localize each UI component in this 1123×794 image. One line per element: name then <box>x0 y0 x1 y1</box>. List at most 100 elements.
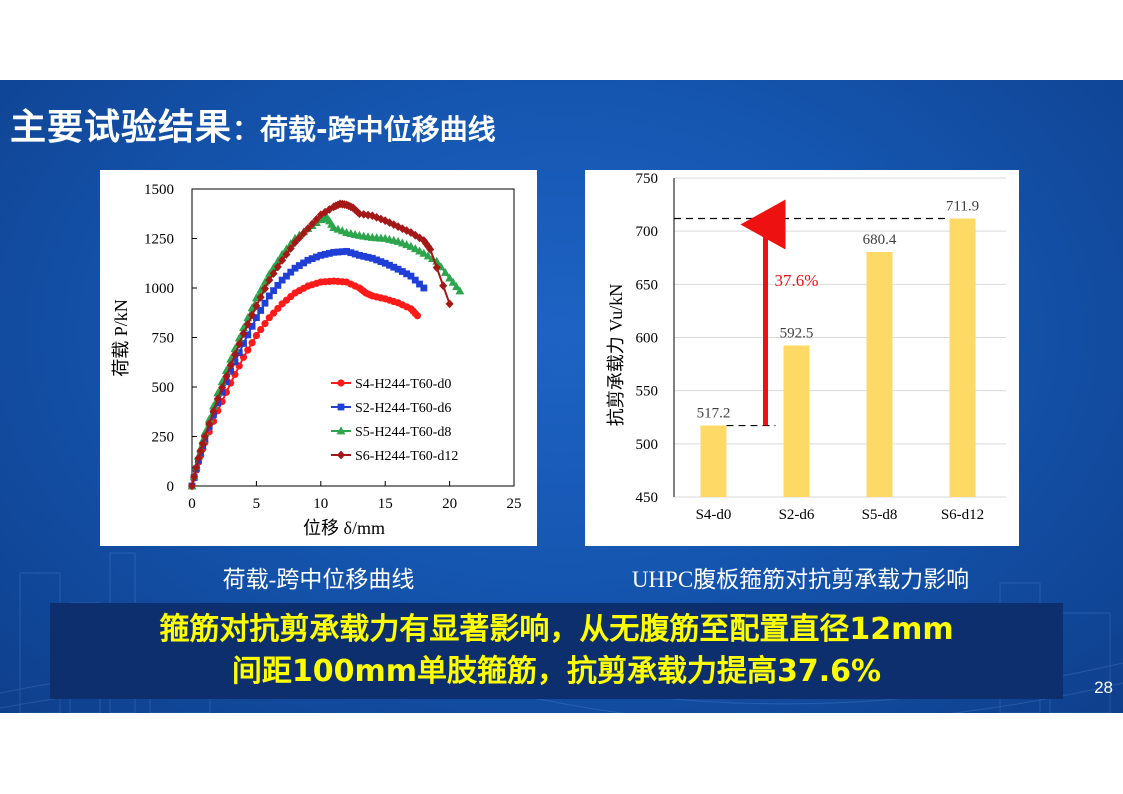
conclusion-line-1: 箍筋对抗剪承载力有显著影响，从无腹筋至配置直径12mm <box>159 612 954 647</box>
legend-label: S5-H244-T60-d8 <box>355 425 451 440</box>
y-tick-label: 500 <box>636 437 659 453</box>
data-point <box>265 314 273 322</box>
y-tick-label: 550 <box>636 384 659 400</box>
legend-label: S6-H244-T60-d12 <box>355 449 458 464</box>
data-point <box>256 292 265 302</box>
data-point <box>200 432 209 441</box>
data-point <box>244 331 252 339</box>
data-point <box>200 427 210 436</box>
data-point <box>321 250 329 258</box>
series-S6-H244-T60-d12 <box>188 199 454 491</box>
data-point <box>260 284 269 294</box>
y-tick-label: 0 <box>167 479 175 495</box>
data-point <box>389 220 398 230</box>
bar-value-label: 592.5 <box>780 325 814 341</box>
data-point <box>244 346 252 354</box>
y-axis-label: 抗剪承载力 Vu/kN <box>606 284 626 426</box>
data-point <box>394 265 402 273</box>
data-point <box>265 275 274 285</box>
data-point <box>283 272 290 280</box>
data-point <box>204 414 214 423</box>
data-point <box>295 233 304 243</box>
data-point <box>226 360 235 370</box>
shear-capacity-chart-panel: 450 500 550 600 650 700 750 517.2 S4-d0 592.5 S2-… <box>585 170 1019 546</box>
data-point <box>308 219 317 229</box>
data-point <box>295 262 303 269</box>
data-point <box>421 239 430 248</box>
data-point <box>330 248 338 256</box>
data-point <box>426 244 435 254</box>
data-point <box>188 481 196 491</box>
data-point <box>265 292 273 300</box>
legend-marker <box>336 426 346 435</box>
series-S2-H244-T60-d6 <box>188 247 428 490</box>
data-point <box>257 325 265 334</box>
legend-label: S2-H244-T60-d6 <box>355 401 451 416</box>
data-point <box>356 251 363 259</box>
right-chart-caption: UHPC腹板箍筋对抗剪承载力影响 <box>631 567 970 592</box>
x-tick-label: 10 <box>313 496 328 512</box>
data-point <box>419 248 429 257</box>
data-point <box>317 251 325 259</box>
data-point <box>274 281 282 289</box>
data-point <box>411 230 420 240</box>
data-point <box>402 226 411 235</box>
x-tick-label: 25 <box>507 496 522 512</box>
x-tick-label: 0 <box>188 496 196 512</box>
data-point <box>291 264 299 272</box>
y-tick-label: 750 <box>636 171 659 187</box>
data-point <box>386 261 393 269</box>
x-tick-label: 20 <box>442 496 457 512</box>
data-point <box>270 287 277 295</box>
data-point <box>300 259 308 267</box>
data-point <box>227 367 235 375</box>
bar-S4-d0 <box>700 425 727 497</box>
data-point <box>205 419 214 429</box>
data-point <box>373 256 381 264</box>
conclusion-line-2: 间距100mm单肢箍筋，抗剪承载力提高37.6% <box>231 654 882 689</box>
y-tick-label: 650 <box>636 277 659 293</box>
y-tick-label: 700 <box>636 224 659 240</box>
data-point <box>313 253 320 261</box>
y-tick-label: 1250 <box>144 232 174 248</box>
x-category-label: S2-d6 <box>779 507 815 523</box>
increase-percentage-label: 37.6% <box>775 271 819 290</box>
data-point <box>312 214 321 224</box>
slide-title-sub: ：荷载-跨中位移曲线 <box>232 113 496 146</box>
legend: S4-H244-T60-d0 S2-H244-T60-d6 S5-H244-T60-… <box>331 377 458 464</box>
data-point <box>253 314 260 322</box>
data-point <box>239 329 248 338</box>
data-point <box>455 286 465 295</box>
data-point <box>222 378 230 386</box>
data-point <box>213 394 222 404</box>
data-point <box>269 309 278 317</box>
data-point <box>291 238 300 247</box>
data-point <box>381 259 389 267</box>
data-point <box>308 255 316 263</box>
data-point <box>274 304 282 313</box>
data-point <box>406 241 416 250</box>
data-point <box>252 331 260 340</box>
data-point <box>248 310 257 320</box>
data-point <box>196 446 205 456</box>
y-axis-label: 荷载 P/kN <box>111 299 131 377</box>
legend-label: S4-H244-T60-d0 <box>355 377 451 392</box>
data-point <box>413 312 421 320</box>
data-point <box>439 281 448 291</box>
data-point <box>398 268 406 275</box>
data-point <box>261 299 269 307</box>
data-point <box>261 320 269 328</box>
data-point <box>192 463 201 472</box>
data-point <box>278 276 286 284</box>
y-tick-label: 500 <box>152 380 175 396</box>
y-tick-label: 450 <box>636 490 659 506</box>
data-point <box>448 277 458 286</box>
data-point <box>235 349 243 357</box>
series-S4-H244-T60-d0 <box>188 277 421 490</box>
data-point <box>416 280 423 288</box>
x-category-label: S6-d12 <box>941 507 984 523</box>
legend-marker <box>337 450 345 460</box>
data-point <box>364 253 372 261</box>
data-point <box>198 439 207 449</box>
data-point <box>252 301 261 311</box>
